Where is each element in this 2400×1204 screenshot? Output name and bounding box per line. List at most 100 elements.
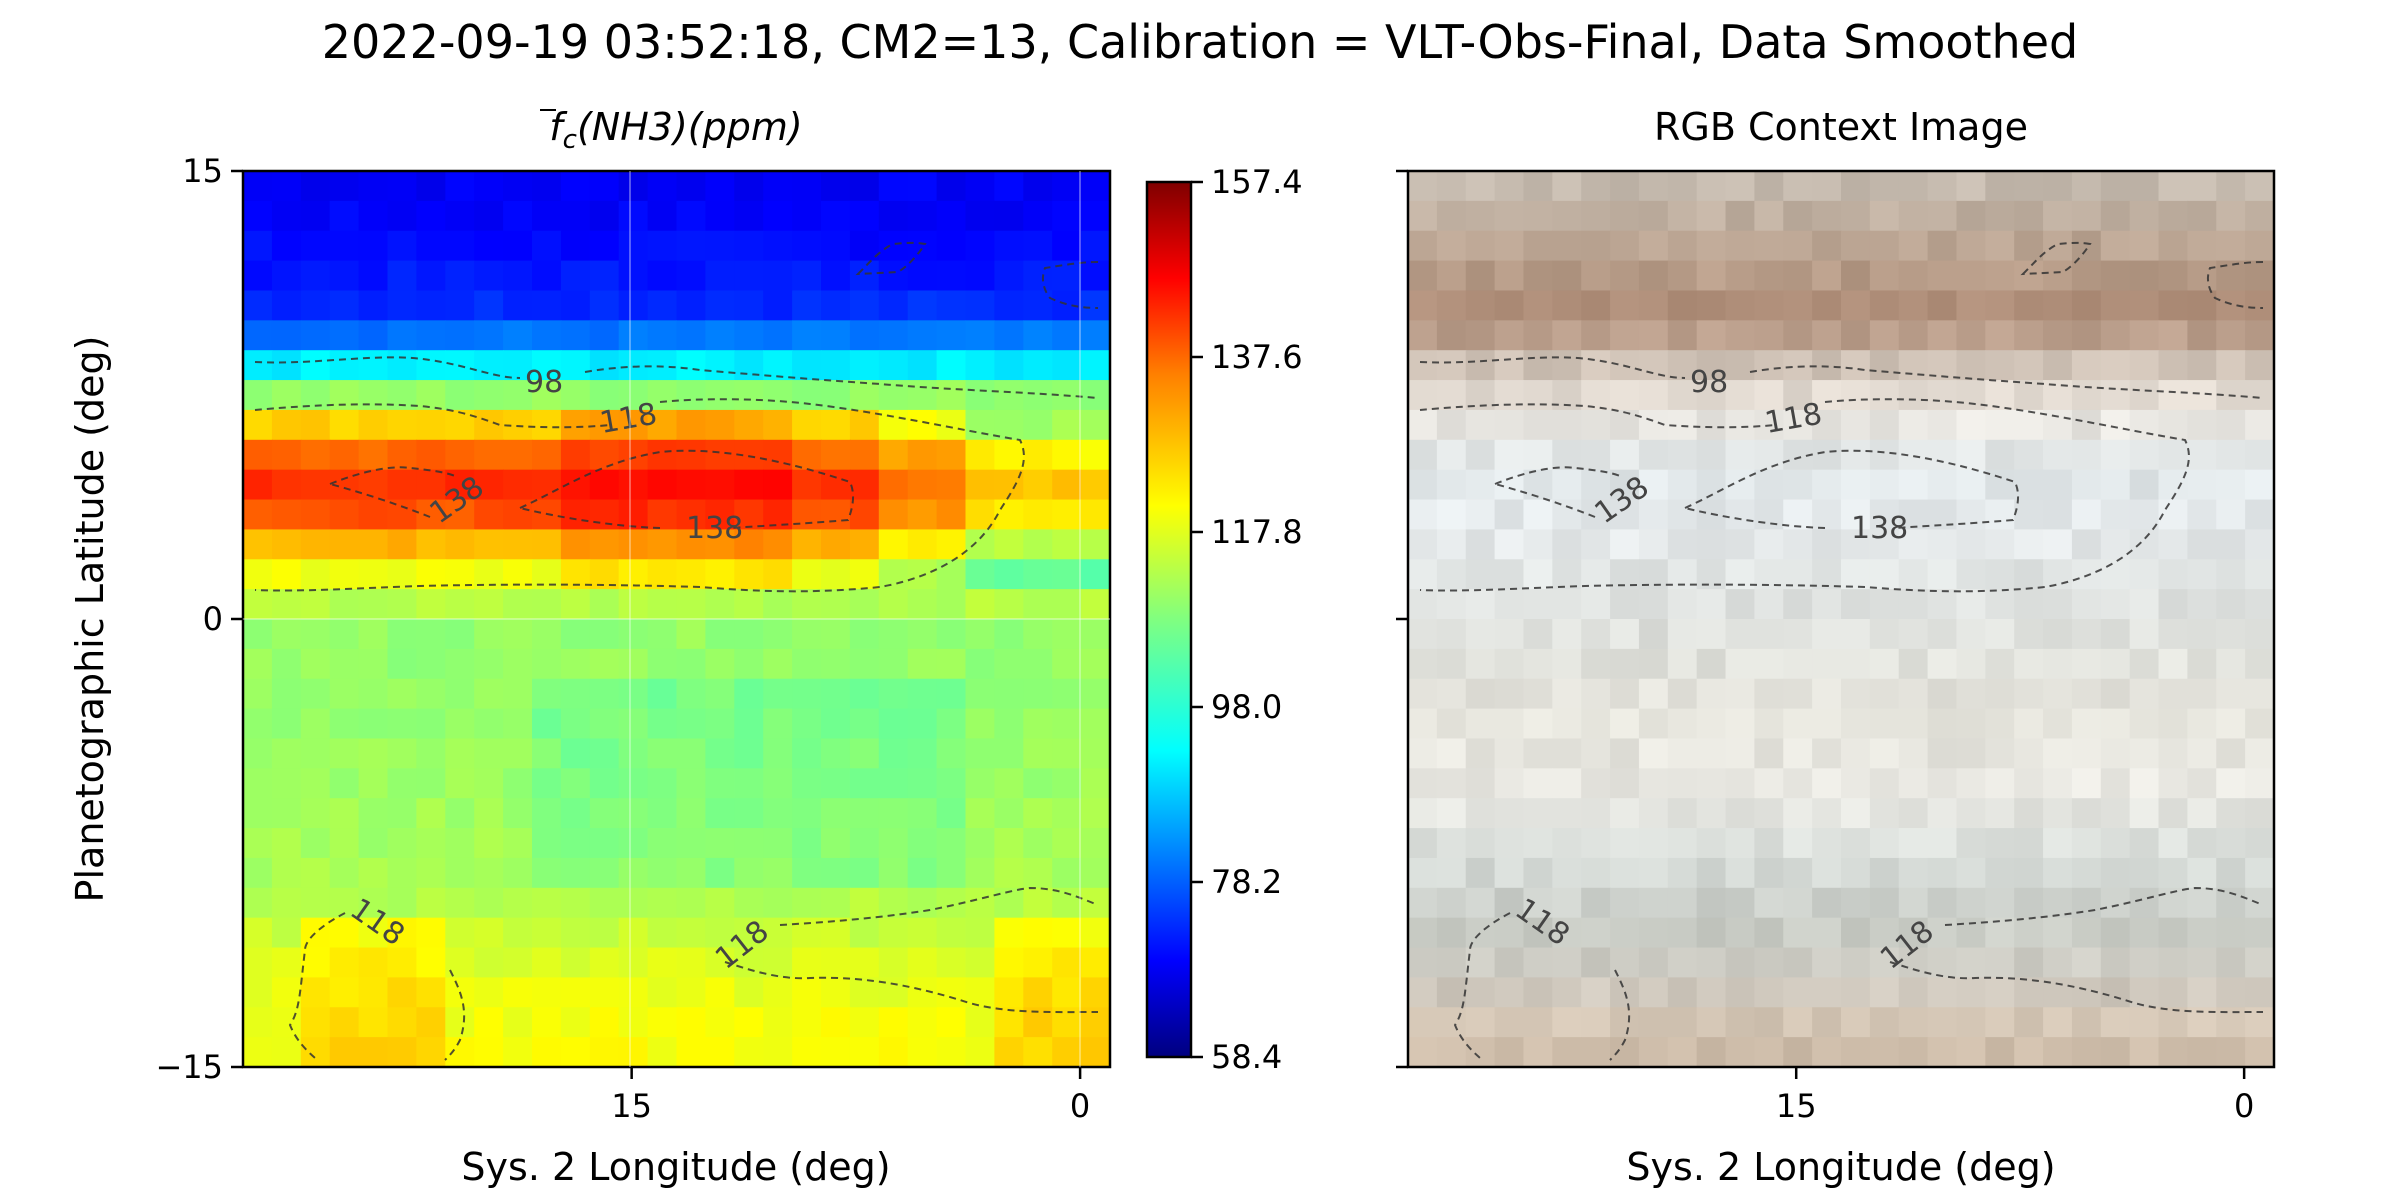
heatmap-cell <box>965 380 995 411</box>
heatmap-cell <box>965 857 995 889</box>
rgb-cell <box>1696 350 1727 381</box>
heatmap-cell <box>1052 1037 1082 1067</box>
heatmap-cell <box>271 648 302 680</box>
heatmap-cell <box>589 529 620 560</box>
heatmap-cell <box>994 887 1024 919</box>
rgb-cell <box>1812 708 1842 740</box>
rgb-cell <box>1696 678 1727 710</box>
rgb-cell <box>1956 648 1986 680</box>
heatmap-cell <box>358 439 389 471</box>
heatmap-cell <box>329 1007 360 1038</box>
heatmap-cell <box>965 708 995 740</box>
rgb-cell <box>1812 798 1842 829</box>
rgb-cell <box>1869 738 1900 769</box>
rgb-cell <box>1956 977 1986 1008</box>
rgb-cell <box>1985 409 2015 441</box>
heatmap-cell <box>358 529 389 560</box>
rgb-cell <box>2216 738 2246 769</box>
rgb-cell <box>1783 469 1813 501</box>
heatmap-cell <box>734 409 764 441</box>
rgb-cell <box>1956 499 1986 530</box>
rgb-cell <box>2245 171 2274 202</box>
rgb-cell <box>2216 230 2246 262</box>
heatmap-cell <box>271 469 302 501</box>
heatmap-cell <box>503 1007 533 1038</box>
heatmap-cell <box>676 678 706 710</box>
rgb-cell <box>2245 857 2274 889</box>
rgb-cell <box>2071 887 2102 919</box>
rgb-cell <box>1725 857 1755 889</box>
heatmap-cell <box>560 200 591 232</box>
heatmap-cell <box>503 887 533 919</box>
rgb-cell <box>2100 947 2131 978</box>
heatmap-cell <box>387 200 417 232</box>
heatmap-cell <box>821 1037 851 1067</box>
heatmap-cell <box>849 290 880 321</box>
rgb-cell <box>1494 977 1525 1008</box>
rgb-cell <box>2216 559 2246 590</box>
heatmap-cell <box>243 200 273 232</box>
heatmap-cell <box>907 857 938 889</box>
heatmap-cell <box>907 529 938 560</box>
heatmap-cell <box>936 977 967 1008</box>
rgb-cell <box>1610 887 1640 919</box>
rgb-cell <box>1812 947 1842 978</box>
rgb-cell <box>1465 768 1496 799</box>
rgb-cell <box>1667 798 1698 829</box>
rgb-cell <box>1754 260 1784 292</box>
rgb-cell <box>1667 290 1698 321</box>
rgb-cell <box>1985 768 2015 799</box>
rgb-cell <box>1725 380 1755 411</box>
rgb-cell <box>1494 350 1525 381</box>
heatmap-cell <box>503 350 533 381</box>
heatmap-cell <box>560 708 591 740</box>
rgb-cell <box>1783 320 1813 351</box>
rgb-cell <box>1610 619 1640 650</box>
rgb-cell <box>1841 857 1871 889</box>
rgb-cell <box>1927 409 1958 441</box>
rgb-cell <box>1523 708 1553 740</box>
heatmap-cell <box>618 589 649 620</box>
rgb-cell <box>1610 738 1640 769</box>
rgb-cell <box>1783 230 1813 262</box>
rgb-cell <box>1638 768 1669 799</box>
rgb-cell <box>1841 499 1871 530</box>
rgb-cell <box>1408 1007 1438 1038</box>
heatmap-cell <box>589 798 620 829</box>
rgb-cell <box>2245 798 2274 829</box>
rgb-cell <box>1783 887 1813 919</box>
rgb-cell <box>1869 648 1900 680</box>
heatmap-cell <box>503 230 533 262</box>
heatmap-cell <box>647 499 678 530</box>
heatmap-cell <box>1023 559 1053 590</box>
rgb-cell <box>2158 708 2188 740</box>
heatmap-cell <box>358 350 389 381</box>
heatmap-cell <box>734 798 764 829</box>
rgb-cell <box>2014 380 2044 411</box>
rgb-cell <box>1869 439 1900 471</box>
x-tick-label: 0 <box>1070 1087 1090 1125</box>
heatmap-cell <box>300 619 331 650</box>
heatmap-cell <box>965 887 995 919</box>
rgb-cell <box>1841 320 1871 351</box>
heatmap-cell <box>994 171 1024 202</box>
heatmap-cell <box>878 260 909 292</box>
heatmap-cell <box>618 857 649 889</box>
heatmap-cell <box>474 1037 504 1067</box>
rgb-cell <box>2187 857 2217 889</box>
rgb-cell <box>1436 947 1467 978</box>
rgb-cell <box>1985 619 2015 650</box>
rgb-cell <box>1754 230 1784 262</box>
heatmap-cell <box>705 380 735 411</box>
rgb-cell <box>1725 648 1755 680</box>
rgb-cell <box>1638 260 1669 292</box>
heatmap-cell <box>243 469 273 501</box>
heatmap-cell <box>676 380 706 411</box>
contour-98-right <box>1419 356 2264 399</box>
rgb-cell <box>1841 648 1871 680</box>
rgb-cell <box>2187 380 2217 411</box>
rgb-cell <box>1610 200 1640 232</box>
rgb-image <box>1408 171 2274 1067</box>
rgb-cell <box>2216 499 2246 530</box>
heatmap-cell <box>792 260 822 292</box>
